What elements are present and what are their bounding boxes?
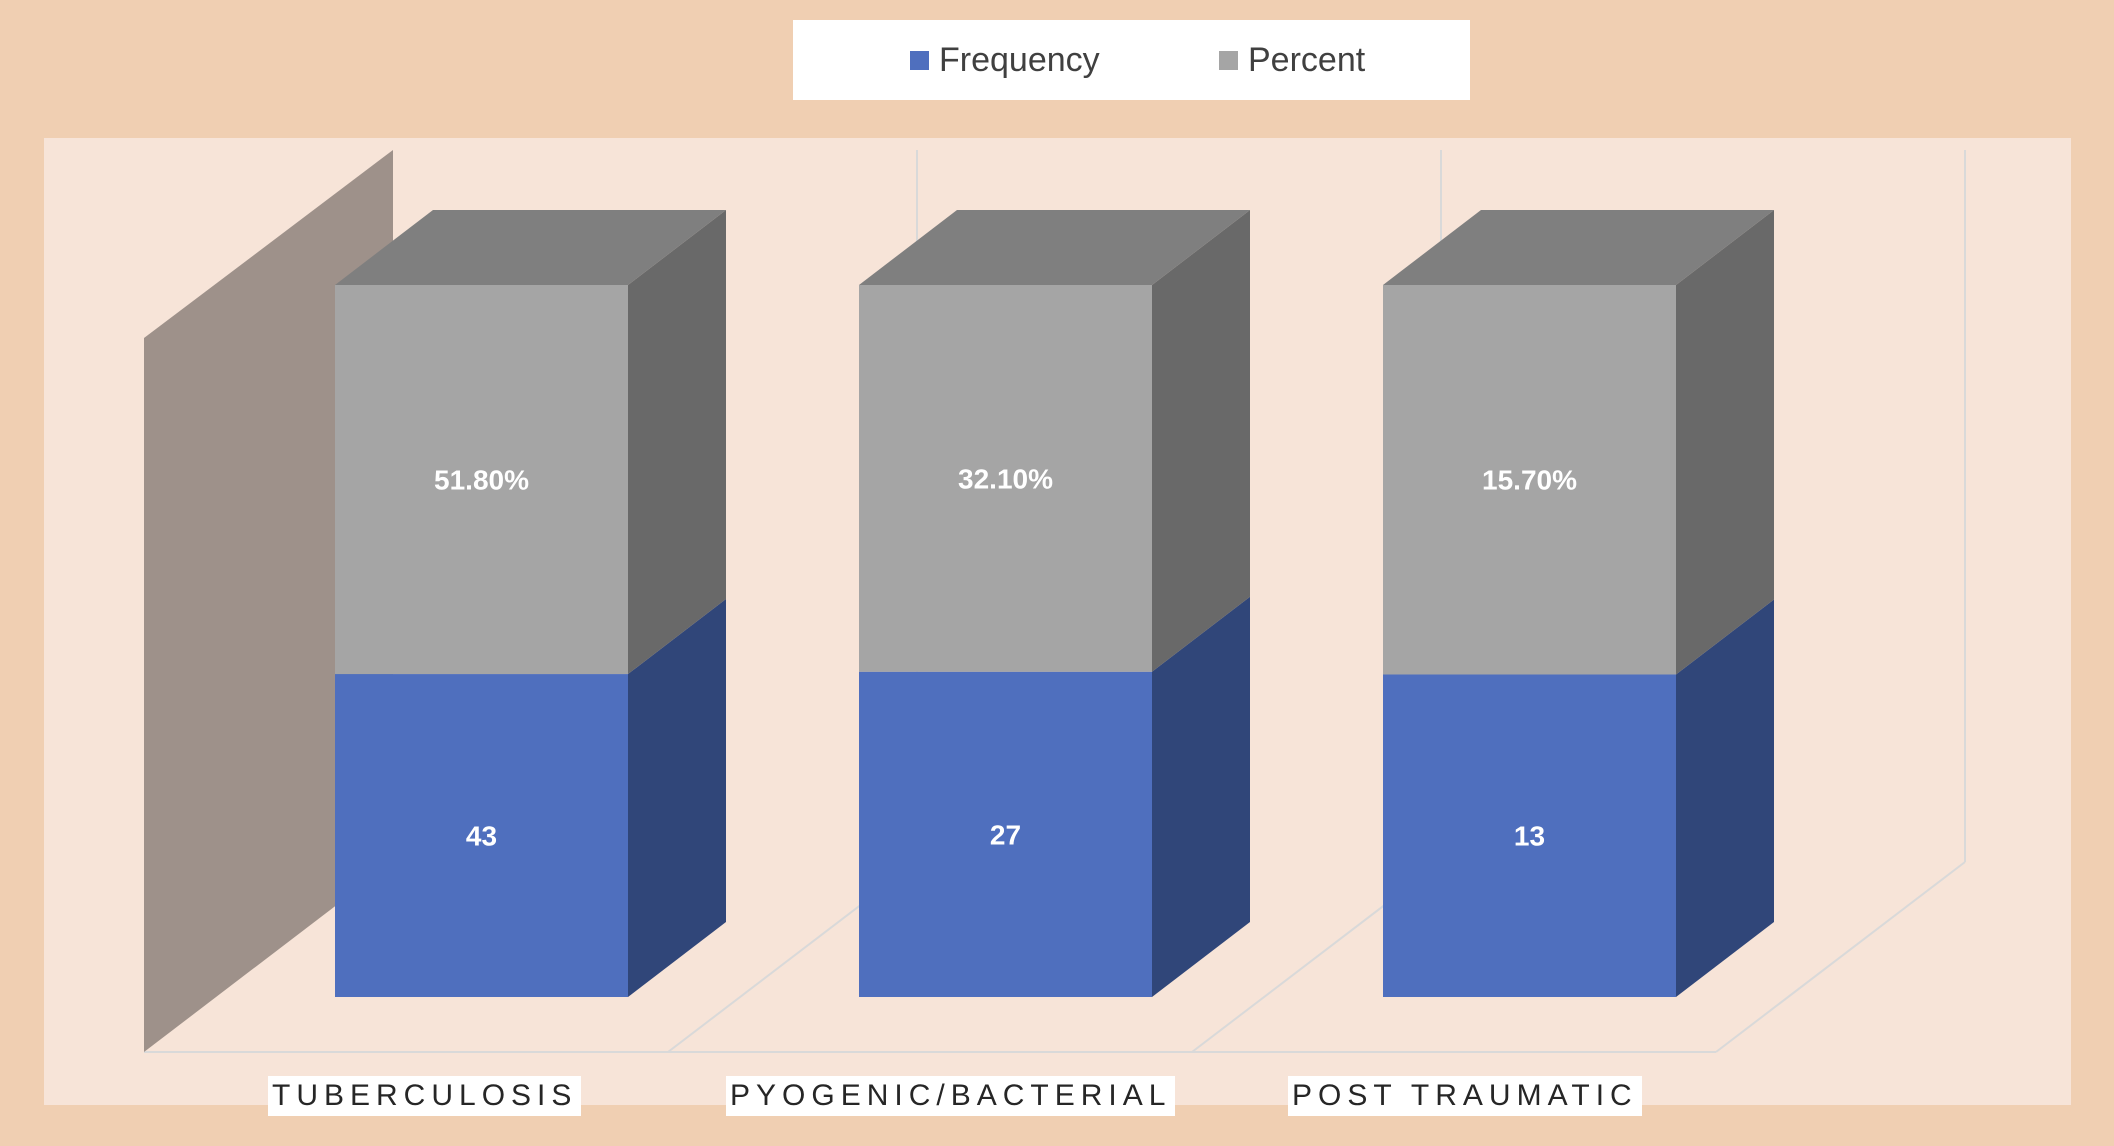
data-label-frequency: 43 — [466, 821, 497, 852]
data-label-percent: 15.70% — [1482, 465, 1577, 496]
legend-item-frequency[interactable]: Frequency — [910, 20, 1100, 100]
bar-percent[interactable] — [335, 285, 628, 675]
bar-percent[interactable] — [859, 285, 1152, 672]
bar-stack[interactable]: 43 51.80% — [335, 210, 726, 997]
legend-item-percent[interactable]: Percent — [1219, 20, 1365, 100]
data-label-frequency: 27 — [990, 819, 1021, 850]
data-label-percent: 51.80% — [434, 465, 529, 496]
bar-percent-side — [1676, 210, 1774, 675]
category-label-pyogenic-bacterial: PYOGENIC/BACTERIAL — [726, 1076, 1176, 1116]
legend-label-frequency: Frequency — [939, 40, 1100, 79]
bar-percent-side — [628, 210, 726, 675]
legend-swatch-percent — [1219, 50, 1238, 70]
bar-stack[interactable]: 13 15.70% — [1383, 210, 1774, 997]
bar-percent-side — [1152, 210, 1250, 672]
side-wall — [144, 150, 393, 1052]
data-label-percent: 32.10% — [958, 463, 1053, 494]
data-label-frequency: 13 — [1514, 821, 1545, 852]
bar-frequency-side — [1676, 599, 1774, 997]
bar-frequency[interactable] — [1383, 674, 1676, 997]
bar-frequency-side — [1152, 596, 1250, 997]
bar-frequency[interactable] — [859, 671, 1152, 997]
bar-percent[interactable] — [1383, 285, 1676, 675]
category-label-post-traumatic: POST TRAUMATIC — [1288, 1076, 1642, 1116]
legend-label-percent: Percent — [1248, 40, 1366, 79]
bar-top-face — [335, 210, 726, 285]
bar-top-face — [1383, 210, 1774, 285]
floor-gridline — [1715, 861, 1966, 1053]
bar-frequency[interactable] — [335, 674, 628, 997]
bar-frequency-side — [628, 599, 726, 997]
bar-top-face — [859, 210, 1250, 285]
bars-group: 43 51.80% 27 32.10% 13 15.70% — [335, 210, 1774, 997]
bar-stack[interactable]: 27 32.10% — [859, 210, 1250, 997]
category-label-tuberculosis: TUBERCULOSIS — [268, 1076, 582, 1116]
legend-swatch-frequency — [910, 50, 929, 70]
legend: Frequency Percent — [793, 20, 1470, 100]
